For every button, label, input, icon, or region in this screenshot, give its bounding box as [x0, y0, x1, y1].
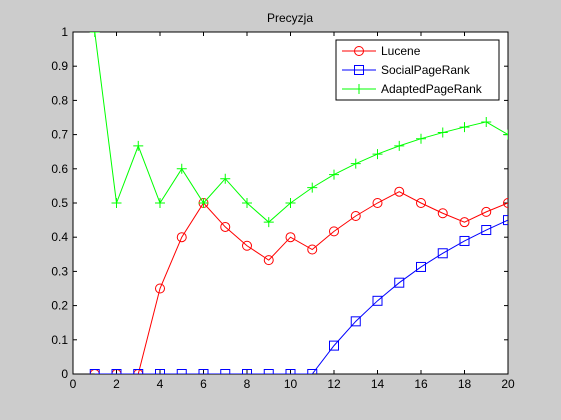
data-point — [307, 244, 318, 255]
data-point — [242, 369, 252, 374]
legend-marker — [354, 46, 364, 56]
series-line — [94, 32, 508, 223]
data-point — [329, 226, 339, 237]
legend: Lucene SocialPageRank AdaptedPageRank — [335, 39, 500, 101]
data-point — [307, 369, 318, 374]
x-tick-label: 6 — [200, 377, 207, 391]
x-tick-label: 16 — [414, 377, 428, 391]
legend-entry: Lucene — [342, 44, 421, 58]
data-point — [394, 277, 405, 288]
series-layer — [89, 32, 508, 374]
legend-marker — [354, 84, 364, 94]
legend-marker — [354, 65, 364, 75]
data-point — [329, 340, 339, 351]
data-point — [503, 215, 508, 226]
y-tick-label: 0.9 — [51, 59, 68, 73]
x-tick-label: 14 — [371, 377, 385, 391]
data-point — [416, 198, 426, 208]
data-point — [437, 127, 448, 138]
data-point — [503, 198, 508, 208]
data-point — [481, 225, 492, 236]
data-point — [89, 369, 100, 374]
data-point — [350, 316, 361, 327]
data-point — [111, 369, 122, 374]
legend-label: SocialPageRank — [381, 63, 471, 77]
data-point — [242, 240, 252, 251]
y-tick-label: 0.6 — [51, 162, 68, 176]
data-point — [155, 283, 165, 294]
axes: 0 2 4 6 8 10 12 14 16 18 20 0 0.1 0.2 0.3 0.4 0.5 0.6 0.7 0… — [51, 25, 515, 391]
legend-label: AdaptedPageRank — [381, 82, 483, 96]
data-point — [329, 169, 339, 180]
series-line — [94, 191, 508, 374]
data-point — [176, 369, 187, 374]
data-point — [372, 198, 383, 208]
x-tick-label: 4 — [157, 377, 164, 391]
data-point — [133, 369, 144, 374]
data-point — [263, 217, 274, 228]
data-point — [220, 221, 231, 232]
data-point — [133, 140, 144, 151]
data-point — [198, 198, 209, 208]
x-tick-label: 10 — [284, 377, 298, 391]
data-point — [242, 198, 252, 208]
data-point — [481, 206, 492, 217]
x-tick-label: 20 — [501, 377, 515, 391]
data-point — [263, 255, 274, 266]
data-point — [263, 369, 274, 374]
data-point — [220, 173, 231, 184]
data-point — [350, 158, 361, 169]
data-point — [481, 116, 492, 127]
legend-entry: SocialPageRank — [342, 63, 471, 77]
x-tick-label: 2 — [113, 377, 120, 391]
x-tick-label: 18 — [458, 377, 472, 391]
data-point — [111, 198, 122, 208]
data-point — [459, 235, 470, 246]
data-point — [437, 248, 448, 259]
y-tick-label: 0.2 — [51, 299, 68, 313]
data-point — [307, 182, 318, 193]
data-point — [416, 133, 426, 144]
data-point — [220, 369, 231, 374]
data-point — [459, 122, 470, 133]
y-tick-label: 0.5 — [51, 196, 68, 210]
series-line — [94, 219, 508, 374]
data-point — [285, 232, 296, 243]
data-point — [372, 149, 383, 160]
data-point — [285, 369, 296, 374]
data-point — [155, 198, 165, 208]
data-point — [416, 261, 426, 272]
y-tick-label: 0.8 — [51, 93, 68, 107]
data-point — [350, 210, 361, 221]
data-point — [89, 32, 100, 37]
series-adaptedpagerank — [89, 32, 508, 228]
data-point — [394, 186, 405, 197]
y-tick-label: 0.3 — [51, 264, 68, 278]
y-tick-label: 0.4 — [51, 230, 68, 244]
legend-label: Lucene — [381, 44, 421, 58]
x-tick-label: 8 — [244, 377, 251, 391]
data-point — [155, 369, 165, 374]
data-point — [198, 369, 209, 374]
x-tick-label: 0 — [70, 377, 77, 391]
data-point — [285, 198, 296, 208]
series-socialpagerank — [89, 215, 508, 374]
legend-entry: AdaptedPageRank — [342, 82, 483, 96]
data-point — [176, 163, 187, 174]
data-point — [372, 295, 383, 306]
data-point — [394, 140, 405, 151]
y-tick-label: 0.1 — [51, 333, 68, 347]
data-point — [437, 208, 448, 219]
data-point — [176, 232, 187, 243]
data-point — [503, 129, 508, 140]
chart-title: Precyzja — [267, 11, 313, 25]
data-point — [459, 217, 470, 228]
y-tick-label: 0.7 — [51, 128, 68, 142]
y-tick-label: 0 — [61, 367, 68, 381]
x-tick-label: 12 — [327, 377, 341, 391]
y-tick-label: 1 — [61, 25, 68, 39]
